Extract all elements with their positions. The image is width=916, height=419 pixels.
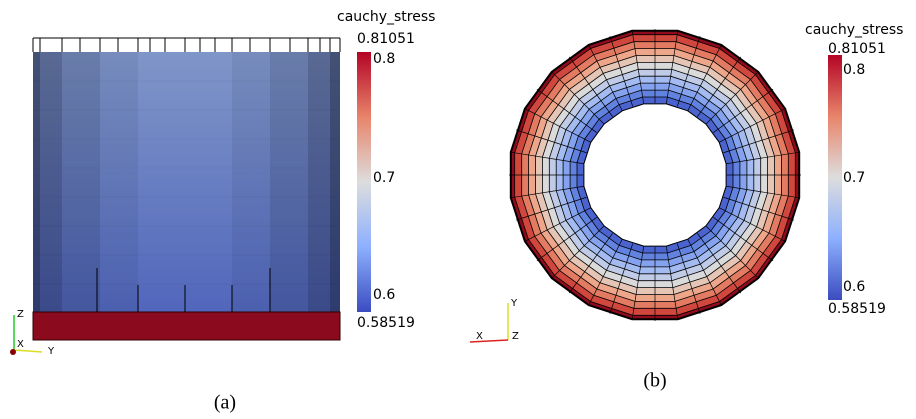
panel-b: cauchy_stress 0.81051 0.8 0.7 0.6 0.5851… <box>470 22 903 392</box>
shade <box>270 52 308 312</box>
axis-label: Y <box>510 298 518 309</box>
shade <box>330 52 340 312</box>
shade <box>40 52 62 312</box>
shade <box>138 52 185 312</box>
axis-label: X <box>476 331 483 342</box>
colorbar-min: 0.58519 <box>828 301 886 317</box>
axis-label: Z <box>512 331 519 342</box>
ring-hole <box>584 104 726 246</box>
panel-a: cauchy_stress 0.81051 0.8 0.7 0.6 0.5851… <box>10 9 435 414</box>
shade <box>33 52 40 312</box>
colorbar-tick: 0.8 <box>843 62 865 78</box>
caption: (a) <box>214 392 236 414</box>
colorbar-tick: 0.7 <box>843 170 865 186</box>
shade <box>62 52 100 312</box>
colorbar-tick: 0.6 <box>843 279 865 295</box>
colorbar-title: cauchy_stress <box>337 9 435 25</box>
colorbar-min: 0.58519 <box>357 315 415 331</box>
colorbar-max: 0.81051 <box>357 31 415 47</box>
colorbar-title: cauchy_stress <box>805 22 903 38</box>
axis-label: Z <box>17 309 24 320</box>
figure: cauchy_stress 0.81051 0.8 0.7 0.6 0.5851… <box>0 0 916 419</box>
shade <box>308 52 330 312</box>
axis-label: X <box>17 339 24 350</box>
shade <box>185 52 232 312</box>
colorbar-tick: 0.6 <box>373 287 395 303</box>
axis-label: Y <box>47 346 55 357</box>
shade <box>100 52 138 312</box>
colorbar <box>828 55 842 300</box>
colorbar-max: 0.81051 <box>828 41 886 57</box>
shade <box>232 52 270 312</box>
red-band <box>33 312 340 340</box>
caption: (b) <box>643 370 666 392</box>
colorbar-tick: 0.7 <box>373 170 395 186</box>
colorbar <box>357 52 371 312</box>
colorbar-tick: 0.8 <box>373 51 395 67</box>
